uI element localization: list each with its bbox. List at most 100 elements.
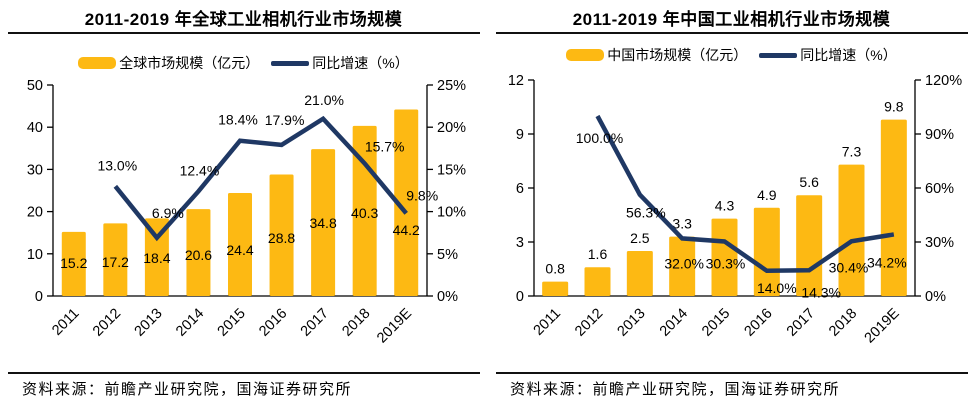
svg-text:2016: 2016 [256, 306, 290, 340]
svg-text:32.0%: 32.0% [664, 255, 704, 271]
title-divider [496, 32, 968, 34]
svg-text:0: 0 [35, 289, 43, 305]
legend-item-bar: 全球市场规模（亿元） [78, 53, 259, 73]
bars [61, 109, 419, 297]
svg-text:2015: 2015 [699, 306, 733, 340]
svg-text:21.0%: 21.0% [304, 92, 344, 108]
svg-text:34.2%: 34.2% [867, 254, 907, 270]
svg-text:17.2: 17.2 [102, 254, 129, 270]
svg-text:25%: 25% [437, 78, 466, 94]
svg-text:20: 20 [27, 205, 43, 221]
svg-text:20.6: 20.6 [185, 247, 212, 263]
svg-text:44.2: 44.2 [393, 222, 420, 238]
svg-text:13.0%: 13.0% [97, 157, 137, 173]
x-axis-labels: 2011 2012 2013 2014 2015 2016 2017 2018 2019E [49, 305, 415, 346]
svg-text:30: 30 [27, 162, 43, 178]
svg-text:2013: 2013 [615, 306, 649, 340]
bar-swatch-icon [566, 49, 605, 61]
title-divider [8, 32, 480, 34]
svg-text:4.3: 4.3 [715, 198, 735, 214]
svg-text:3.3: 3.3 [672, 216, 692, 232]
svg-text:2013: 2013 [132, 306, 166, 340]
svg-text:2019E: 2019E [862, 305, 903, 346]
svg-text:100.0%: 100.0% [576, 130, 623, 146]
chart-title: 2011-2019 年中国工业相机行业市场规模 [572, 10, 891, 29]
svg-text:3: 3 [516, 235, 524, 251]
svg-text:120%: 120% [925, 73, 962, 89]
legend-item-bar: 中国市场规模（亿元） [566, 45, 747, 65]
source-note: 资料来源：前瞻产业研究院，国海证券研究所 [510, 382, 841, 398]
svg-text:15%: 15% [437, 162, 466, 178]
legend: 中国市场规模（亿元） 同比增速（%） [488, 45, 975, 65]
svg-text:34.8: 34.8 [309, 215, 336, 231]
global-market-chart-panel: 2011-2019 年全球工业相机行业市场规模 全球市场规模（亿元） 同比增速（… [0, 0, 487, 407]
svg-text:12.4%: 12.4% [180, 162, 220, 178]
svg-text:0%: 0% [925, 289, 946, 305]
svg-text:0: 0 [516, 289, 524, 305]
svg-text:40.3: 40.3 [351, 205, 378, 221]
bar-legend-label: 中国市场规模（亿元） [607, 47, 748, 63]
growth-line: 13.0% 6.9% 12.4% 18.4% 17.9% 21.0% 15.7% 9.8% [97, 92, 438, 242]
line-legend-label: 同比增速（%） [312, 55, 409, 71]
bar-labels: 15.2 17.2 18.4 20.6 24.4 28.8 34.8 40.3 44.2 [60, 205, 420, 271]
svg-text:4.9: 4.9 [757, 187, 777, 203]
svg-text:9.8%: 9.8% [406, 187, 438, 203]
legend-item-line: 同比增速（%） [759, 45, 897, 65]
svg-text:40: 40 [27, 120, 43, 136]
legend-item-line: 同比增速（%） [271, 53, 409, 73]
svg-text:2019E: 2019E [374, 305, 415, 346]
svg-text:9.8: 9.8 [884, 99, 904, 115]
source-divider [496, 372, 968, 374]
svg-text:2018: 2018 [826, 306, 860, 340]
svg-text:28.8: 28.8 [268, 230, 295, 246]
svg-text:2017: 2017 [298, 306, 332, 340]
svg-text:9: 9 [516, 127, 524, 143]
source-divider [8, 372, 480, 374]
svg-text:2011: 2011 [531, 306, 564, 339]
svg-text:20%: 20% [437, 120, 466, 136]
svg-text:14.0%: 14.0% [757, 280, 797, 296]
svg-text:24.4: 24.4 [226, 242, 253, 258]
bar-labels: 0.8 1.6 2.5 3.3 4.3 4.9 5.6 7.3 9.8 [545, 99, 903, 277]
svg-text:17.9%: 17.9% [265, 112, 305, 128]
china-market-chart-panel: 2011-2019 年中国工业相机行业市场规模 中国市场规模（亿元） 同比增速（… [488, 0, 975, 407]
svg-text:2017: 2017 [784, 306, 818, 340]
svg-text:2016: 2016 [742, 306, 776, 340]
svg-text:30.3%: 30.3% [706, 255, 746, 271]
svg-text:2014: 2014 [657, 306, 691, 340]
svg-text:10%: 10% [437, 205, 466, 221]
svg-text:12: 12 [508, 73, 524, 89]
line-swatch-icon [271, 60, 310, 66]
bar-legend-label: 全球市场规模（亿元） [119, 55, 260, 71]
bar-swatch-icon [78, 57, 117, 69]
chart-title: 2011-2019 年全球工业相机行业市场规模 [84, 10, 403, 29]
svg-text:2014: 2014 [173, 306, 207, 340]
svg-text:10: 10 [27, 247, 43, 263]
x-axis-labels: 2011 2012 2013 2014 2015 2016 2017 2018 2019E [531, 305, 903, 346]
svg-text:15.7%: 15.7% [365, 138, 405, 154]
svg-text:15.2: 15.2 [60, 255, 87, 271]
svg-text:2.5: 2.5 [630, 230, 650, 246]
svg-text:90%: 90% [925, 127, 954, 143]
svg-text:30.4%: 30.4% [829, 259, 869, 275]
svg-text:5%: 5% [437, 247, 458, 263]
growth-line: 100.0% 56.3% 32.0% 30.3% 14.0% 14.3% 30.4%34.2… [576, 114, 907, 300]
svg-text:50: 50 [27, 78, 43, 94]
source-note: 资料来源：前瞻产业研究院，国海证券研究所 [22, 382, 353, 398]
svg-text:30%: 30% [925, 235, 954, 251]
legend: 全球市场规模（亿元） 同比增速（%） [0, 53, 487, 73]
svg-text:6: 6 [516, 181, 524, 197]
svg-text:56.3%: 56.3% [626, 205, 666, 221]
line-legend-label: 同比增速（%） [800, 47, 897, 63]
svg-text:7.3: 7.3 [842, 144, 862, 160]
svg-text:6.9%: 6.9% [152, 205, 184, 221]
line-swatch-icon [759, 52, 798, 58]
svg-text:2012: 2012 [90, 306, 124, 340]
svg-text:60%: 60% [925, 181, 954, 197]
svg-text:2018: 2018 [339, 306, 373, 340]
svg-text:18.4: 18.4 [143, 250, 170, 266]
axes: 0 10 20 30 40 50 0% 5% 10% 15% 20% 25% [27, 78, 466, 305]
